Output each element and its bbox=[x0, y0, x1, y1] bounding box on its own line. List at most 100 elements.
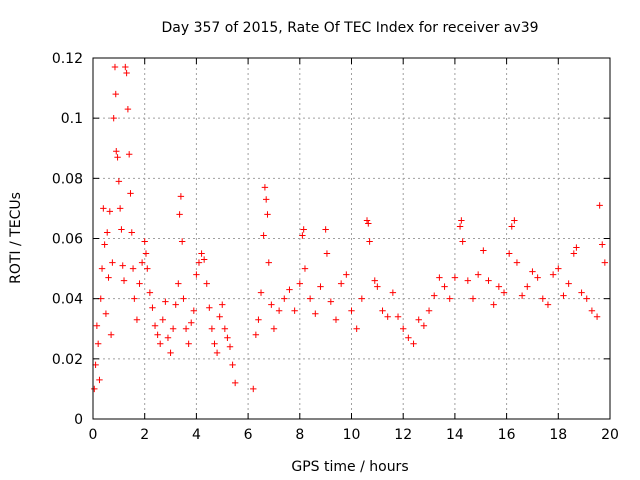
data-point bbox=[102, 310, 110, 317]
data-point bbox=[109, 259, 116, 266]
data-point bbox=[420, 322, 428, 329]
data-point bbox=[425, 307, 433, 314]
y-tick-labels: 0 0.02 0.04 0.06 0.08 0.1 0.12 bbox=[52, 51, 83, 428]
x-tick-label: 2 bbox=[140, 427, 149, 443]
data-point bbox=[257, 289, 265, 296]
x-tick-label: 18 bbox=[549, 427, 567, 443]
y-tick-label: 0.04 bbox=[52, 292, 83, 308]
data-point bbox=[565, 280, 572, 287]
y-tick-label: 0.02 bbox=[52, 352, 83, 368]
data-point bbox=[124, 105, 132, 113]
data-point bbox=[157, 340, 164, 347]
data-point bbox=[513, 259, 521, 266]
data-point bbox=[101, 241, 108, 248]
data-point bbox=[599, 241, 606, 248]
data-point bbox=[172, 301, 179, 308]
data-point bbox=[405, 334, 412, 341]
y-tick-label: 0.06 bbox=[52, 232, 83, 248]
data-point bbox=[208, 325, 216, 332]
x-axis-label: GPS time / hours bbox=[291, 459, 408, 475]
data-point bbox=[410, 340, 417, 347]
data-point bbox=[508, 223, 515, 230]
data-point bbox=[151, 322, 159, 329]
data-point bbox=[136, 280, 143, 287]
data-point bbox=[175, 280, 182, 287]
data-point bbox=[441, 283, 448, 290]
data-point bbox=[190, 307, 198, 314]
data-point bbox=[96, 376, 103, 384]
data-point bbox=[601, 259, 609, 266]
data-point bbox=[119, 262, 126, 269]
data-point bbox=[169, 325, 177, 332]
data-point bbox=[374, 283, 381, 290]
data-point bbox=[275, 307, 283, 314]
data-point bbox=[511, 217, 518, 224]
data-point bbox=[451, 274, 459, 281]
data-point bbox=[118, 226, 125, 233]
data-point bbox=[490, 301, 497, 308]
data-point bbox=[299, 232, 306, 239]
data-point bbox=[164, 334, 172, 341]
x-tick-label: 10 bbox=[343, 427, 361, 443]
data-point bbox=[389, 289, 397, 296]
data-point bbox=[213, 349, 221, 357]
x-tick-label: 4 bbox=[192, 427, 201, 443]
data-point bbox=[224, 334, 231, 341]
data-point bbox=[480, 247, 487, 254]
data-point bbox=[312, 310, 319, 317]
data-point bbox=[112, 90, 119, 98]
data-point bbox=[93, 322, 101, 329]
data-point bbox=[250, 385, 257, 393]
data-point bbox=[415, 316, 422, 323]
chart-title: Day 357 of 2015, Rate Of TEC Index for r… bbox=[161, 20, 538, 36]
data-point bbox=[120, 277, 128, 284]
data-point bbox=[593, 313, 601, 320]
data-point bbox=[105, 274, 112, 281]
x-tick-label: 20 bbox=[601, 427, 619, 443]
data-point bbox=[115, 178, 123, 185]
x-tick-label: 16 bbox=[498, 427, 516, 443]
data-point bbox=[182, 325, 190, 332]
data-point bbox=[366, 238, 373, 245]
data-point bbox=[464, 277, 472, 284]
data-point bbox=[177, 193, 185, 200]
data-point bbox=[529, 268, 536, 275]
data-point bbox=[436, 274, 443, 281]
data-point bbox=[260, 232, 267, 239]
data-point bbox=[539, 295, 546, 302]
y-tick-label: 0.08 bbox=[52, 171, 83, 187]
data-point bbox=[446, 295, 453, 302]
data-point bbox=[198, 250, 205, 257]
data-point bbox=[131, 295, 138, 302]
data-point bbox=[262, 196, 270, 203]
axis-ticks bbox=[92, 57, 611, 420]
data-point bbox=[301, 265, 309, 272]
y-tick-label: 0.1 bbox=[61, 111, 83, 127]
data-point bbox=[144, 265, 151, 272]
data-point bbox=[337, 280, 345, 287]
data-points bbox=[91, 63, 609, 393]
data-point bbox=[167, 349, 174, 357]
data-point bbox=[348, 307, 355, 314]
data-point bbox=[111, 63, 119, 71]
data-point bbox=[107, 331, 115, 338]
data-point bbox=[203, 280, 210, 287]
data-point bbox=[268, 301, 275, 308]
data-point bbox=[379, 307, 386, 314]
data-point bbox=[353, 325, 360, 332]
data-point bbox=[162, 298, 169, 305]
data-point bbox=[219, 301, 226, 308]
data-point bbox=[544, 301, 552, 308]
data-point bbox=[327, 298, 335, 305]
data-point bbox=[474, 271, 482, 278]
data-point bbox=[123, 69, 130, 77]
data-point bbox=[524, 283, 531, 290]
x-tick-label: 14 bbox=[446, 427, 464, 443]
data-point bbox=[106, 208, 114, 215]
data-point bbox=[286, 286, 293, 293]
data-point bbox=[231, 379, 239, 387]
data-point bbox=[200, 256, 208, 263]
data-point bbox=[555, 265, 562, 272]
data-point bbox=[133, 316, 141, 323]
